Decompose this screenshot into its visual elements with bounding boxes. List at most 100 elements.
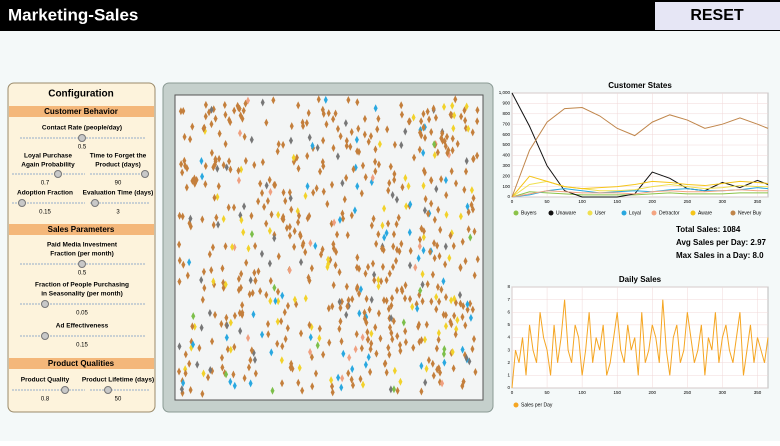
agent xyxy=(344,136,349,145)
slider-knob[interactable] xyxy=(18,199,26,207)
agent xyxy=(341,349,346,358)
slider-knob[interactable] xyxy=(78,134,86,142)
agent xyxy=(373,323,378,332)
slider-knob[interactable] xyxy=(54,170,62,178)
chart-title: Daily Sales xyxy=(619,275,662,284)
legend-label: User xyxy=(595,210,606,216)
agent xyxy=(188,135,193,144)
agent xyxy=(460,237,465,246)
agent xyxy=(466,124,471,133)
agent xyxy=(210,243,215,252)
agent xyxy=(464,353,469,362)
slider-knob[interactable] xyxy=(141,170,149,178)
agent xyxy=(280,214,285,223)
agent xyxy=(275,339,280,348)
agent xyxy=(431,104,436,113)
slider-knob[interactable] xyxy=(41,332,49,340)
slider-knob[interactable] xyxy=(91,199,99,207)
agent xyxy=(390,335,395,344)
agent xyxy=(292,242,297,251)
agent xyxy=(305,182,310,191)
agent xyxy=(181,107,186,116)
config-title: Configuration xyxy=(48,89,114,100)
agent xyxy=(394,256,399,265)
agent xyxy=(243,99,248,108)
slider-knob[interactable] xyxy=(104,386,112,394)
agent xyxy=(213,155,218,164)
legend-label: Loyal xyxy=(629,210,641,216)
reset-label[interactable]: RESET xyxy=(690,7,744,24)
agent xyxy=(475,151,480,160)
agent xyxy=(318,167,323,176)
agent xyxy=(213,114,218,123)
agent xyxy=(317,334,322,343)
agent xyxy=(280,342,285,351)
agent xyxy=(222,100,227,109)
agent xyxy=(177,256,182,265)
agent xyxy=(366,262,371,271)
y-tick-label: 5 xyxy=(507,322,510,327)
y-tick-label: 8 xyxy=(507,284,510,289)
legend-label: Sales per Day xyxy=(521,402,553,408)
param-label: Product Lifetime (days) xyxy=(82,377,154,384)
agent xyxy=(273,296,278,305)
agent xyxy=(391,230,396,239)
agent xyxy=(399,141,404,150)
agent xyxy=(242,374,247,383)
agent xyxy=(362,130,367,139)
param-value: 90 xyxy=(115,181,122,187)
agent xyxy=(362,114,367,123)
agent xyxy=(463,321,468,330)
slider-knob[interactable] xyxy=(61,386,69,394)
agent xyxy=(177,342,182,351)
agent xyxy=(211,163,216,172)
agent xyxy=(305,151,310,160)
agent xyxy=(392,140,397,149)
config-panel xyxy=(7,82,156,413)
agent xyxy=(344,282,349,291)
agent xyxy=(378,334,383,343)
agent xyxy=(213,310,218,319)
agent xyxy=(289,122,294,131)
agent xyxy=(287,222,292,231)
agent xyxy=(323,95,328,104)
agent xyxy=(411,113,416,122)
agent xyxy=(285,301,290,310)
reset-button[interactable] xyxy=(655,2,780,30)
agent xyxy=(232,243,237,252)
agent xyxy=(294,153,299,162)
agent xyxy=(452,311,457,320)
section-header xyxy=(9,224,154,235)
agent xyxy=(419,224,424,233)
agent xyxy=(443,242,448,251)
agent xyxy=(455,139,460,148)
agent xyxy=(331,115,336,124)
agent xyxy=(188,386,193,395)
agent xyxy=(248,276,253,285)
agent xyxy=(427,115,432,124)
agent xyxy=(220,264,225,273)
series-line xyxy=(511,175,769,198)
slider-knob[interactable] xyxy=(78,260,86,268)
agent xyxy=(223,140,228,149)
agent xyxy=(239,216,244,225)
x-tick-label: 0 xyxy=(511,390,514,395)
slider-knob[interactable] xyxy=(41,300,49,308)
agent xyxy=(237,104,242,113)
chart-title: Customer States xyxy=(608,81,672,90)
agent xyxy=(354,263,359,272)
legend-label: Never Buy xyxy=(738,210,762,216)
agent xyxy=(209,120,214,129)
agent xyxy=(190,322,195,331)
agent xyxy=(271,96,276,105)
series-line xyxy=(511,299,769,389)
agent xyxy=(458,291,463,300)
agent xyxy=(300,118,305,127)
agent xyxy=(341,214,346,223)
series-line xyxy=(511,107,769,198)
agent xyxy=(239,165,244,174)
agent xyxy=(288,194,293,203)
x-tick-label: 250 xyxy=(684,390,692,395)
agent xyxy=(369,329,374,338)
agent xyxy=(468,299,473,308)
